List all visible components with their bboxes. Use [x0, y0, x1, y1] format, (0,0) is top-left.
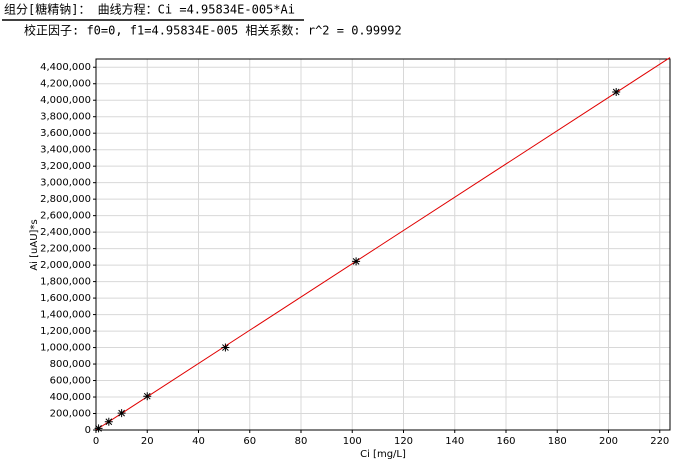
x-tick-label: 180 [548, 436, 567, 447]
point [221, 343, 230, 352]
x-tick-label: 20 [141, 436, 154, 447]
x-tick-label: 100 [343, 436, 362, 447]
y-tick-label: 600,000 [50, 376, 91, 387]
x-tick-label: 140 [445, 436, 464, 447]
y-tick-label: 1,600,000 [40, 293, 91, 304]
y-tick-label: 2,200,000 [40, 244, 91, 255]
point [104, 417, 113, 426]
y-axis-label: Ai [uAU]*s [29, 219, 40, 270]
y-tick-label: 1,400,000 [40, 310, 91, 321]
y-tick-label: 1,000,000 [40, 343, 91, 354]
y-tick-label: 4,200,000 [40, 79, 91, 90]
y-tick-label: 3,200,000 [40, 161, 91, 172]
y-tick-label: 3,600,000 [40, 128, 91, 139]
x-axis-label: Ci [mg/L] [360, 449, 406, 460]
fit-line [95, 57, 671, 431]
point [117, 409, 126, 418]
y-tick-label: 4,400,000 [40, 62, 91, 73]
factors: 校正因子: f0=0, f1=4.95834E-005 相关系数: r^2 = … [24, 23, 402, 38]
y-tick-label: 200,000 [50, 409, 91, 420]
x-tick-label: 160 [496, 436, 515, 447]
y-tick-label: 1,200,000 [40, 326, 91, 337]
y-tick-label: 0 [85, 425, 91, 436]
y-tick-label: 4,000,000 [40, 95, 91, 106]
point [352, 257, 361, 266]
y-tick-label: 3,000,000 [40, 178, 91, 189]
x-tick-label: 40 [192, 436, 205, 447]
point [143, 392, 152, 401]
y-tick-label: 2,800,000 [40, 194, 91, 205]
point [94, 424, 103, 433]
y-tick-label: 800,000 [50, 359, 91, 370]
y-tick-label: 400,000 [50, 392, 91, 403]
y-tick-label: 2,600,000 [40, 211, 91, 222]
y-tick-label: 3,400,000 [40, 145, 91, 156]
y-tick-label: 1,800,000 [40, 277, 91, 288]
point [612, 87, 621, 96]
equation: 组分[糖精钠]： 曲线方程：Ci =4.95834E-005*Ai [4, 2, 295, 17]
x-tick-label: 120 [394, 436, 413, 447]
y-tick-label: 2,000,000 [40, 260, 91, 271]
x-tick-label: 60 [243, 436, 256, 447]
x-tick-label: 220 [650, 436, 669, 447]
x-tick-label: 0 [93, 436, 99, 447]
plot-frame [95, 58, 671, 431]
x-tick-label: 200 [599, 436, 618, 447]
y-tick-label: 2,400,000 [40, 227, 91, 238]
y-tick-label: 3,800,000 [40, 112, 91, 123]
x-tick-label: 80 [295, 436, 308, 447]
